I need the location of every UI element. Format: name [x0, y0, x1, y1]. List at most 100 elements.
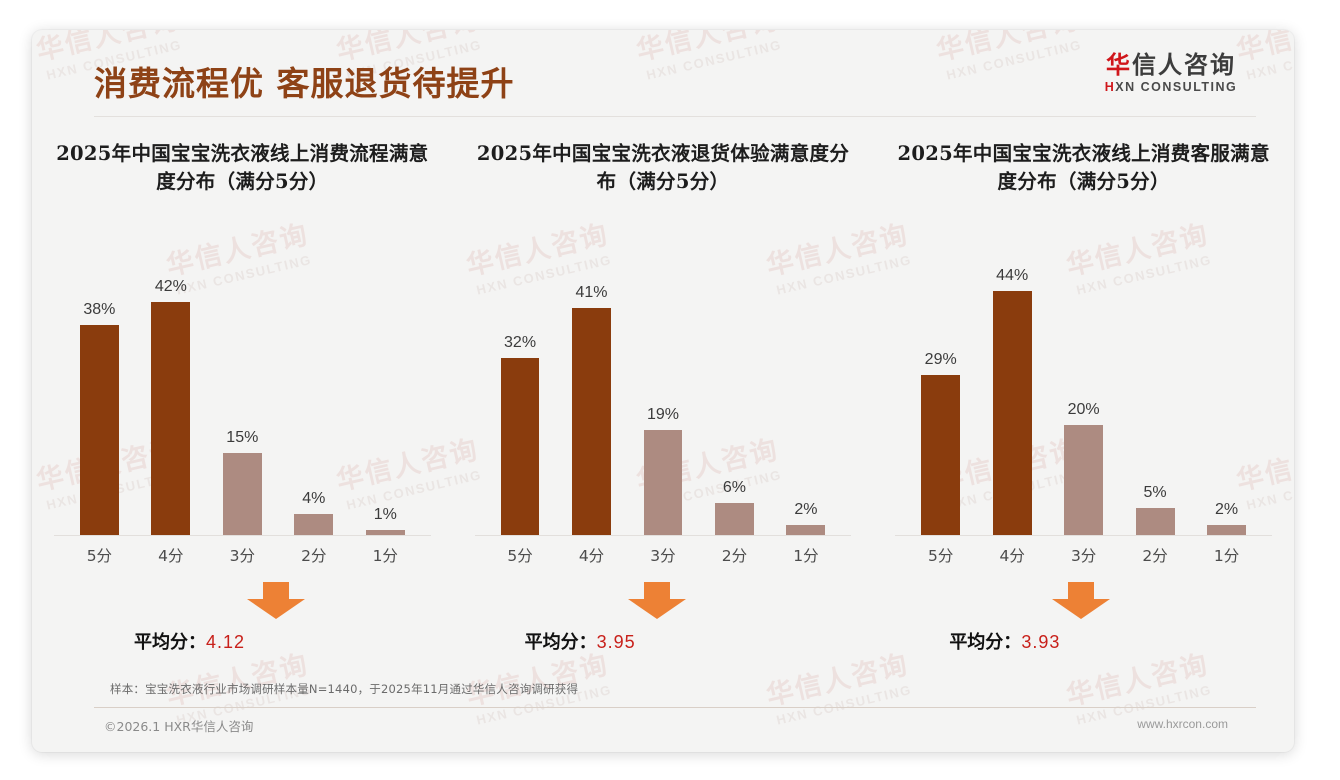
- chart-panel-1: 2025年中国宝宝洗衣液线上消费流程满意度分布（满分5分） 38% 42% 15% 4…: [32, 140, 453, 666]
- x-axis-tick-label: 5分: [928, 547, 954, 565]
- average-value-2: 3.95: [596, 632, 636, 652]
- x-axis-tick-label: 1分: [372, 547, 398, 565]
- brand-logo: 华信人咨询 HXN CONSULTING: [1076, 52, 1266, 95]
- bar-column: 19%: [632, 258, 695, 536]
- bar-column: 2%: [1195, 258, 1258, 536]
- average-value-3: 3.93: [1021, 632, 1061, 652]
- copyright-text: ©2026.1 HXR华信人咨询: [104, 719, 254, 734]
- bar-column: 42%: [139, 258, 202, 536]
- x-axis-tick-label: 4分: [158, 547, 184, 565]
- x-axis-tick-label: 3分: [1070, 547, 1097, 565]
- page-title: 消费流程优 客服退货待提升: [94, 64, 515, 103]
- bar: [643, 430, 683, 536]
- footer-divider: [94, 707, 1256, 708]
- bar-group-2: 32% 41% 19% 6% 2%: [489, 258, 838, 536]
- chart-title-2: 2025年中国宝宝洗衣液退货体验满意度分布（满分5分）: [476, 142, 850, 194]
- bar-column: 2%: [775, 258, 838, 536]
- bar-value-label: 1%: [373, 506, 397, 523]
- bar-value-label: 29%: [924, 351, 957, 368]
- x-axis-tick-label: 4分: [578, 547, 605, 565]
- bar: [151, 302, 191, 536]
- bar-value-label: 4%: [302, 490, 326, 507]
- chart-plot-1: 38% 42% 15% 4% 1% 5分 4分 3分 2分 1分: [46, 258, 439, 565]
- bar-column: 4%: [282, 258, 345, 536]
- bar: [1135, 508, 1175, 536]
- bar-column: 1%: [354, 258, 417, 536]
- average-label-1: 平均分：: [134, 632, 206, 653]
- average-label-2: 平均分：: [524, 632, 597, 653]
- bar-column: 6%: [703, 258, 766, 536]
- chart-panel-2: 2025年中国宝宝洗衣液退货体验满意度分布（满分5分） 32% 41% 19% 6% 2…: [453, 140, 874, 666]
- chart-plot-2: 32% 41% 19% 6% 2% 5分 4分 3分 2分 1分: [467, 258, 860, 565]
- average-block-2: 平均分：3.95: [467, 582, 860, 666]
- x-axis-tick-label: 2分: [301, 547, 327, 565]
- bar-value-label: 6%: [722, 479, 746, 496]
- average-value-1: 4.12: [206, 632, 246, 652]
- x-axis-line-2: [474, 535, 852, 536]
- bar-value-label: 2%: [794, 501, 818, 518]
- down-arrow-icon: [1051, 582, 1111, 620]
- average-score-1: 平均分：4.12: [134, 628, 245, 654]
- source-footnote: 样本：宝宝洗衣液行业市场调研样本量N=1440，于2025年11月通过华信人咨询…: [110, 682, 579, 696]
- x-axis-tick-label: 3分: [229, 547, 255, 565]
- average-score-2: 平均分：3.95: [525, 628, 636, 654]
- x-axis-labels-1: 5分 4分 3分 2分 1分: [68, 544, 417, 566]
- header-divider: [94, 116, 1256, 117]
- bar-group-3: 29% 44% 20% 5% 2%: [909, 258, 1258, 536]
- bar: [500, 358, 540, 536]
- bar-column: 38%: [68, 258, 131, 536]
- brand-logo-en-rest: XN CONSULTING: [1115, 80, 1238, 95]
- brand-logo-cn-rest: 信人咨询: [1132, 51, 1236, 79]
- website-text: www.hxrcon.com: [1137, 717, 1228, 731]
- slide-canvas: 华信人咨询 HXN CONSULTING 华信人咨询 HXN CONSULTING 华信…: [32, 30, 1294, 752]
- bar-column: 32%: [489, 258, 552, 536]
- bar-value-label: 15%: [226, 429, 259, 446]
- x-axis-tick-label: 5分: [86, 547, 113, 565]
- bar-value-label: 19%: [646, 406, 679, 423]
- x-axis-tick-label: 4分: [999, 547, 1025, 565]
- bar-column: 15%: [211, 258, 274, 536]
- average-label-3: 平均分：: [949, 632, 1022, 653]
- average-block-3: 平均分：3.93: [887, 582, 1280, 666]
- bar-column: 5%: [1124, 258, 1187, 536]
- bar-group-1: 38% 42% 15% 4% 1%: [68, 258, 417, 536]
- x-axis-tick-label: 1分: [1213, 547, 1240, 565]
- x-axis-tick-label: 5分: [507, 547, 533, 565]
- bar-value-label: 42%: [154, 278, 187, 295]
- bar-value-label: 41%: [575, 284, 608, 301]
- slide-footer: ©2026.1 HXR华信人咨询 www.hxrcon.com: [32, 714, 1294, 740]
- x-axis-labels-3: 5分 4分 3分 2分 1分: [909, 544, 1258, 566]
- down-arrow-icon: [627, 582, 687, 620]
- bar-value-label: 2%: [1215, 501, 1239, 518]
- brand-logo-en: HXN CONSULTING: [1076, 80, 1266, 94]
- bar: [714, 503, 754, 536]
- bar: [921, 375, 961, 536]
- x-axis-line-1: [54, 535, 431, 536]
- chart-title-1: 2025年中国宝宝洗衣液线上消费流程满意度分布（满分5分）: [56, 142, 429, 194]
- average-block-1: 平均分：4.12: [46, 582, 439, 666]
- bar-column: 20%: [1052, 258, 1115, 536]
- bar: [786, 525, 826, 536]
- bar: [79, 325, 119, 536]
- bar: [222, 453, 262, 536]
- bar: [992, 291, 1032, 536]
- bar-column: 41%: [560, 258, 623, 536]
- chart-panel-3: 2025年中国宝宝洗衣液线上消费客服满意度分布（满分5分） 29% 44% 20% 5…: [873, 140, 1294, 666]
- bar-column: 44%: [981, 258, 1044, 536]
- bar-column: 29%: [909, 258, 972, 536]
- x-axis-labels-2: 5分 4分 3分 2分 1分: [489, 544, 838, 566]
- x-axis-tick-label: 2分: [1142, 547, 1168, 565]
- brand-logo-cn-highlight: 华: [1106, 51, 1132, 79]
- average-score-3: 平均分：3.93: [949, 628, 1060, 654]
- brand-logo-cn: 华信人咨询: [1076, 52, 1266, 78]
- bar: [294, 514, 334, 536]
- slide-header: 消费流程优 客服退货待提升 华信人咨询 HXN CONSULTING: [32, 30, 1294, 122]
- bar-value-label: 38%: [83, 301, 116, 318]
- down-arrow-icon: [246, 582, 306, 620]
- bar-value-label: 5%: [1143, 484, 1167, 501]
- x-axis-tick-label: 1分: [793, 547, 819, 565]
- x-axis-tick-label: 3分: [650, 547, 676, 565]
- chart-title-3: 2025年中国宝宝洗衣液线上消费客服满意度分布（满分5分）: [897, 142, 1270, 194]
- bar-value-label: 20%: [1067, 401, 1100, 418]
